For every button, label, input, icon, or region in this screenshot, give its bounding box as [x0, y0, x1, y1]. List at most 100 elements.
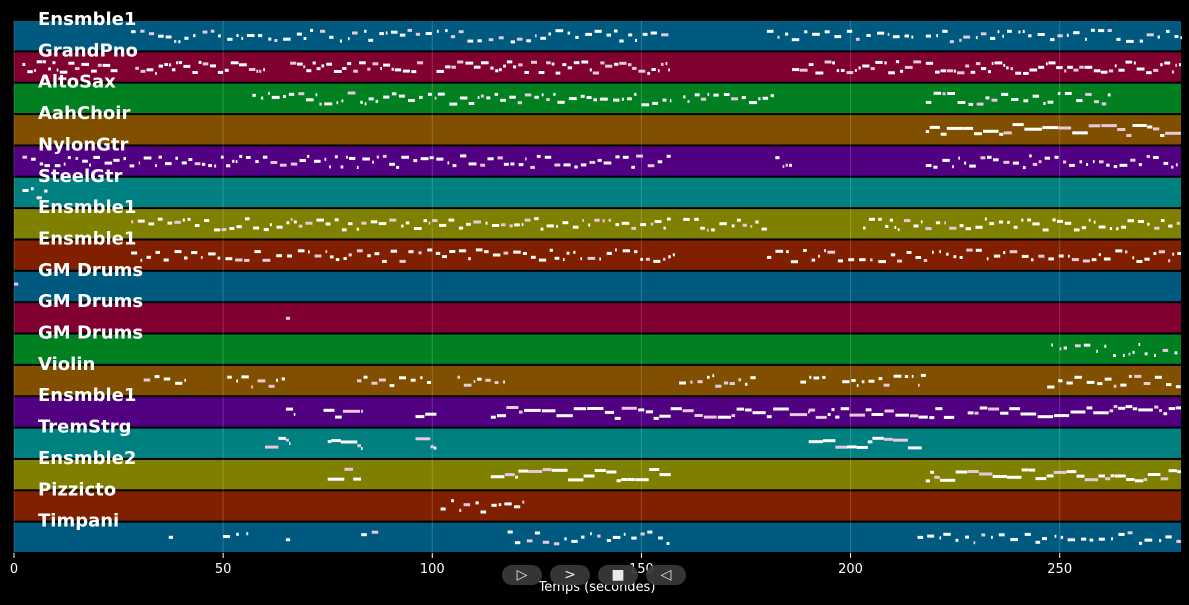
note-mark	[542, 540, 550, 544]
note-mark	[287, 254, 292, 258]
note-mark	[379, 32, 384, 36]
note-mark	[385, 31, 388, 35]
note-mark	[183, 64, 191, 68]
note-mark	[893, 374, 902, 378]
note-mark	[803, 249, 807, 252]
note-mark	[811, 258, 816, 262]
note-mark	[1109, 227, 1113, 231]
note-mark	[164, 63, 168, 66]
note-mark	[581, 535, 585, 539]
note-mark	[192, 71, 198, 74]
note-mark	[672, 253, 675, 257]
note-mark	[870, 67, 875, 71]
note-mark	[271, 95, 280, 99]
note-mark	[920, 220, 923, 224]
note-mark	[268, 384, 275, 388]
stop-button[interactable]: ■	[598, 565, 638, 585]
note-mark	[498, 68, 502, 72]
note-mark	[168, 63, 172, 67]
note-mark	[34, 69, 37, 72]
note-mark	[430, 445, 434, 449]
note-mark	[1074, 375, 1082, 379]
note-mark	[31, 157, 36, 161]
note-mark	[824, 249, 826, 253]
track-lane	[14, 83, 1181, 114]
note-mark	[742, 223, 747, 227]
note-mark	[255, 160, 259, 164]
note-mark	[935, 221, 941, 225]
track-label: AltoSax	[38, 72, 116, 93]
note-mark	[856, 446, 868, 449]
note-mark	[706, 228, 709, 232]
note-mark	[1143, 382, 1151, 385]
note-mark	[327, 477, 345, 481]
note-mark	[22, 63, 26, 66]
play-button[interactable]: ▷	[502, 565, 542, 585]
note-mark	[933, 91, 942, 95]
note-mark	[465, 61, 474, 65]
note-mark	[683, 217, 690, 221]
note-mark	[178, 61, 182, 65]
track-label: Ensmble1	[38, 385, 136, 406]
note-mark	[494, 381, 499, 385]
note-mark	[884, 409, 894, 413]
note-mark	[283, 37, 291, 41]
note-mark	[925, 164, 932, 167]
note-mark	[451, 65, 456, 69]
note-mark	[631, 536, 637, 540]
note-mark	[628, 33, 633, 37]
note-mark	[353, 69, 358, 73]
note-mark	[1163, 161, 1169, 165]
note-mark	[614, 416, 621, 420]
note-mark	[904, 65, 913, 69]
note-mark	[1047, 385, 1055, 389]
note-mark	[536, 154, 541, 158]
note-mark	[1075, 344, 1081, 348]
note-mark	[953, 69, 956, 73]
note-mark	[324, 102, 333, 106]
note-mark	[590, 532, 592, 536]
note-mark	[503, 251, 509, 255]
note-mark	[738, 378, 742, 382]
note-mark	[378, 222, 387, 226]
note-mark	[1130, 158, 1136, 162]
note-mark	[791, 38, 800, 42]
note-mark	[1003, 160, 1010, 164]
note-mark	[1146, 155, 1150, 158]
note-mark	[911, 35, 914, 39]
note-mark	[573, 407, 587, 411]
track-lane	[14, 271, 1181, 302]
note-mark	[371, 381, 378, 385]
track-label: GM Drums	[38, 291, 143, 312]
note-mark	[1160, 63, 1163, 67]
note-mark	[583, 474, 595, 478]
note-mark	[1114, 474, 1126, 478]
note-mark	[991, 61, 994, 65]
note-mark	[1006, 66, 1009, 70]
note-mark	[1093, 220, 1096, 224]
note-mark	[306, 69, 312, 73]
note-mark	[1176, 539, 1181, 543]
note-mark	[202, 30, 208, 34]
note-mark	[1046, 474, 1054, 478]
note-mark	[148, 32, 155, 36]
note-mark	[799, 68, 808, 72]
note-mark	[503, 162, 509, 166]
note-mark	[1164, 61, 1171, 65]
note-mark	[123, 157, 126, 161]
note-mark	[981, 533, 986, 537]
track-label: Violin	[38, 354, 95, 375]
x-tick-label: 200	[838, 562, 863, 577]
rewind-button[interactable]: ◁	[646, 565, 686, 585]
note-mark	[551, 62, 555, 66]
note-mark	[326, 62, 332, 66]
track-lane	[14, 303, 1181, 333]
note-mark	[1153, 252, 1157, 255]
note-mark	[1127, 531, 1133, 535]
x-tick-label: 0	[10, 562, 18, 577]
note-mark	[42, 60, 46, 64]
note-mark	[357, 379, 362, 383]
note-mark	[965, 227, 971, 231]
forward-button[interactable]: >	[550, 565, 590, 585]
note-mark	[194, 162, 201, 166]
